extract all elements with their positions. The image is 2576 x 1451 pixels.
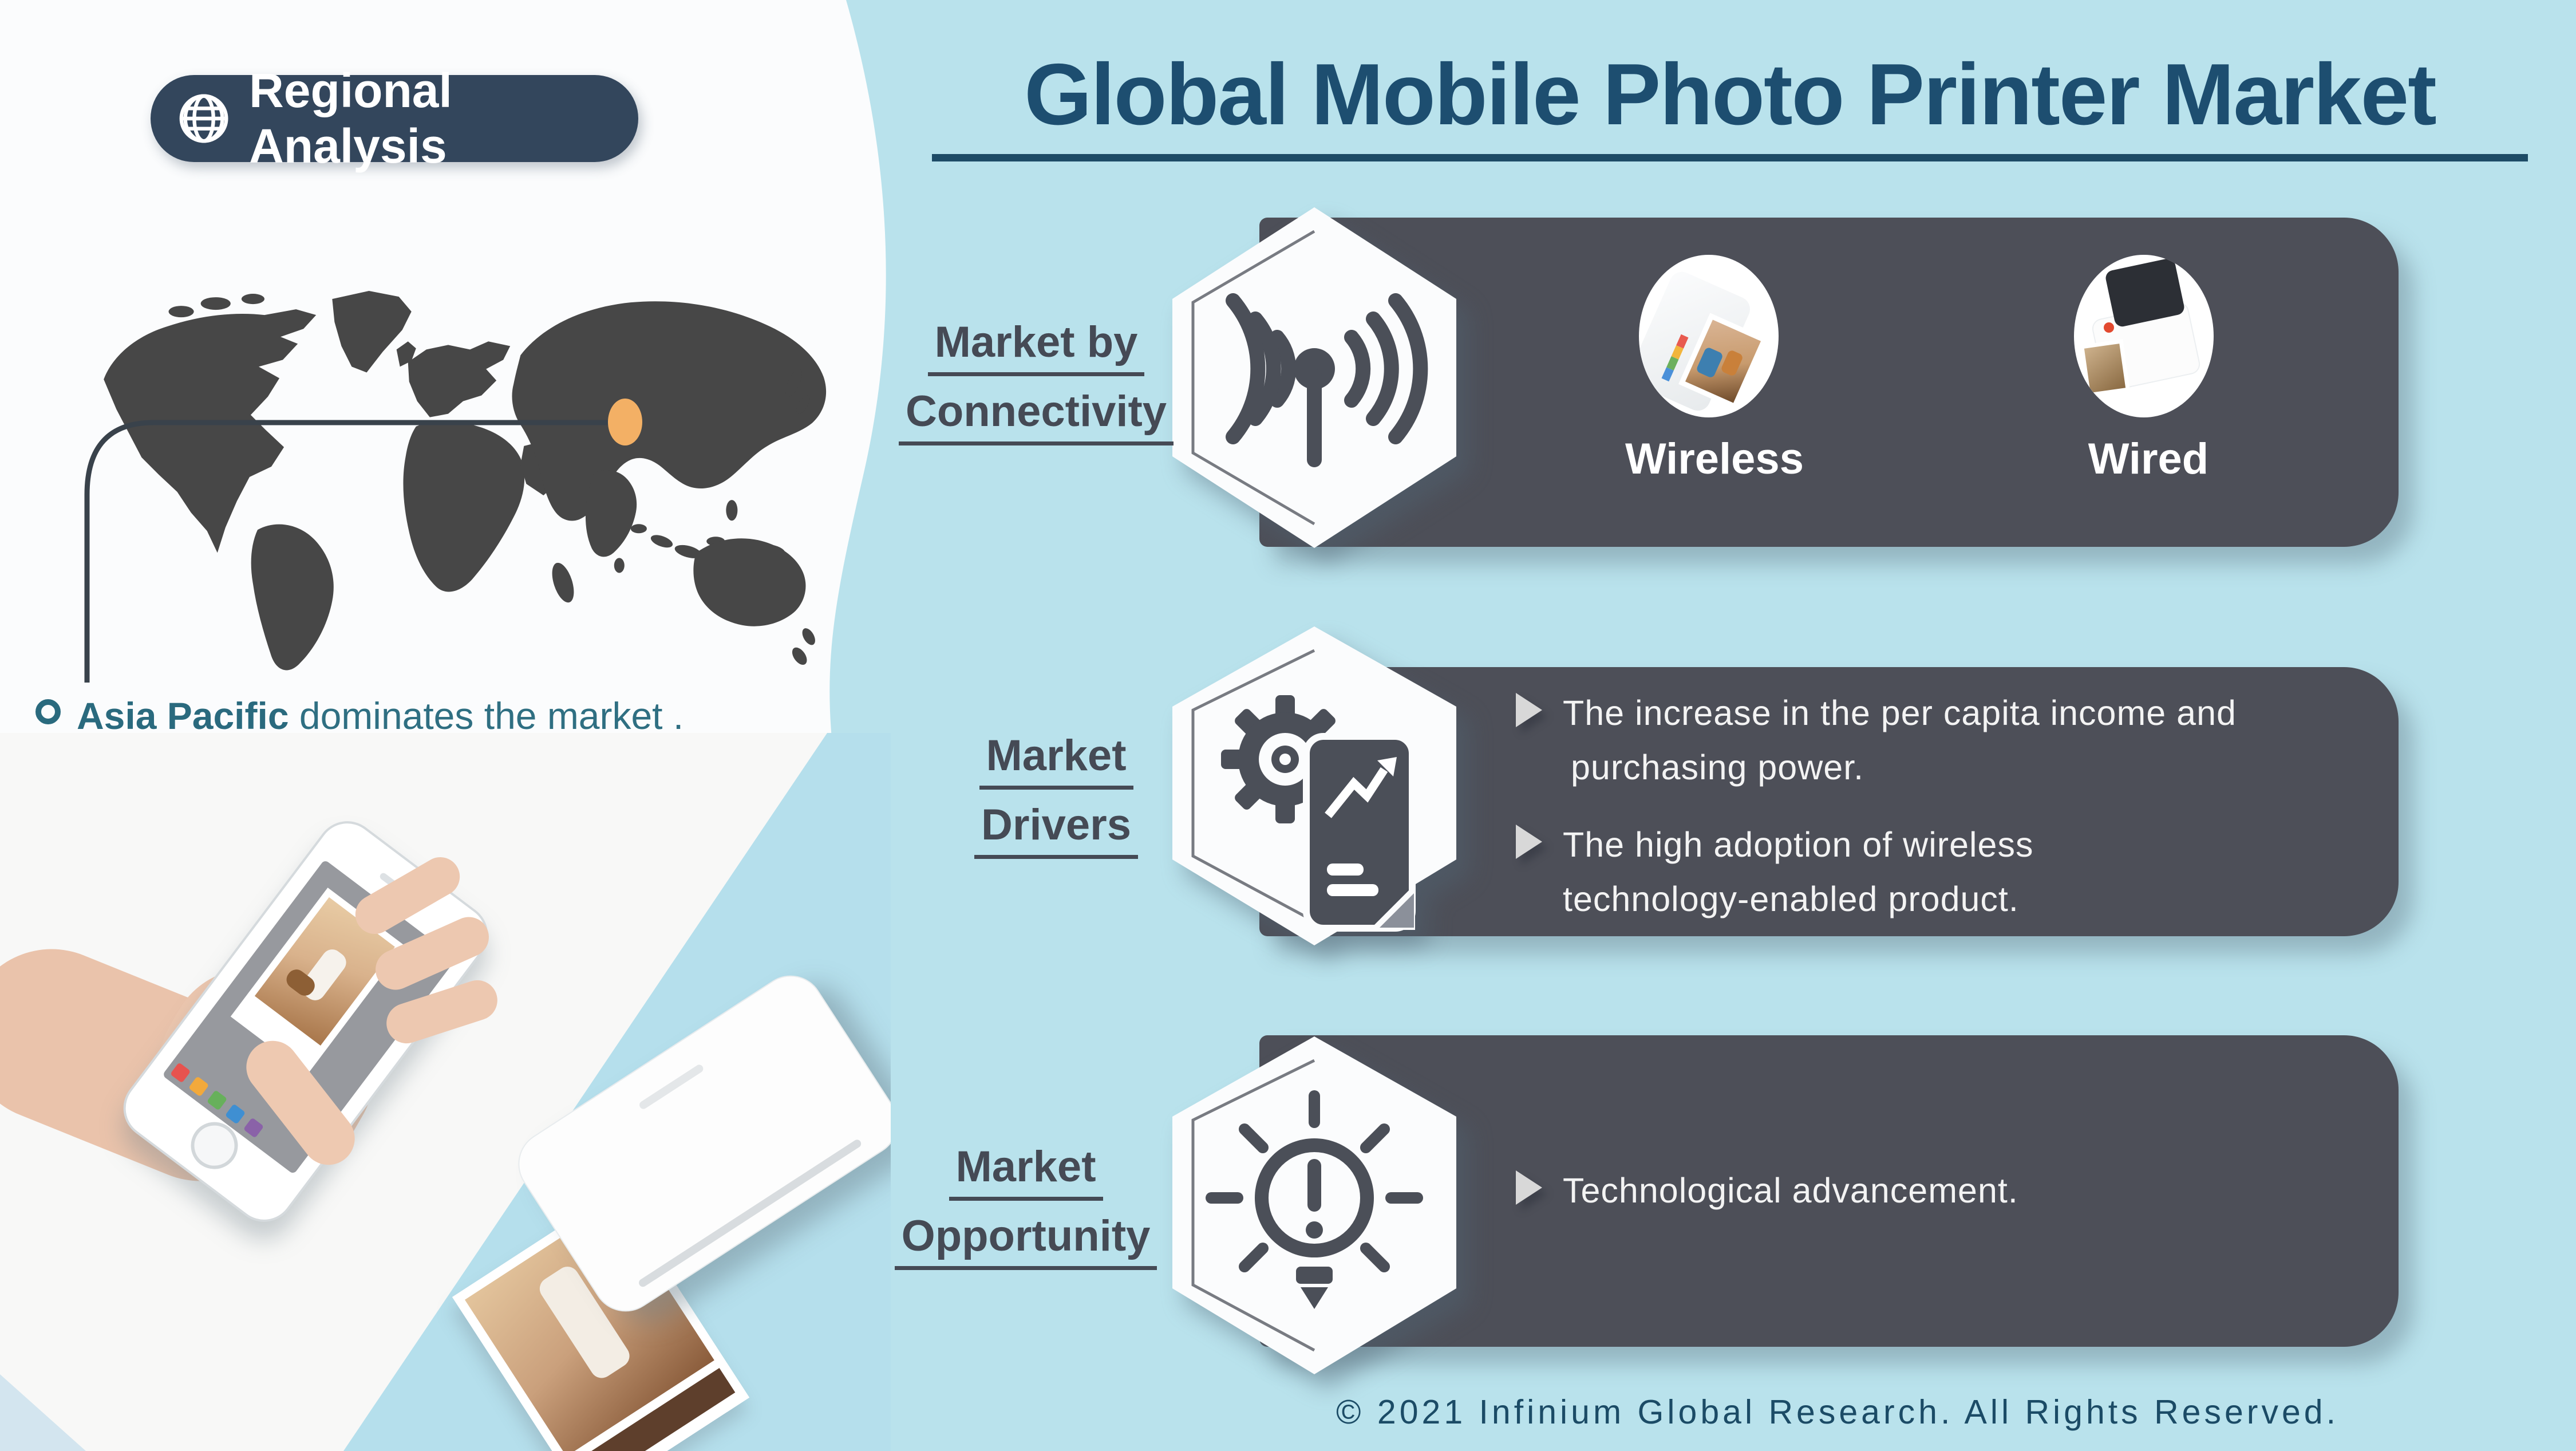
page-title: Global Mobile Photo Printer Market xyxy=(932,45,2528,161)
connectivity-hexagon xyxy=(1172,207,1456,548)
circle-bullet-icon xyxy=(35,699,61,724)
region-india xyxy=(585,470,637,557)
opportunity-label-line2: Opportunity xyxy=(894,1215,1157,1270)
triangle-bullet-icon xyxy=(1516,825,1542,859)
driver-1-line-1: The increase in the per capita income an… xyxy=(1563,693,2237,732)
driver-2-line-2: technology-enabled product. xyxy=(1563,880,2019,918)
triangle-bullet-icon xyxy=(1516,693,1542,727)
connectivity-label: Market by Connectivity xyxy=(859,321,1214,459)
continents xyxy=(104,291,827,671)
opportunity-hexagon xyxy=(1172,1036,1456,1374)
drivers-label-line2: Drivers xyxy=(974,803,1138,859)
driver-2-line-1: The high adoption of wireless xyxy=(1563,825,2034,864)
wireless-image-circle xyxy=(1639,255,1779,417)
opportunity-1-line-1: Technological advancement. xyxy=(1563,1171,2018,1210)
map-note-highlight: Asia Pacific xyxy=(77,695,289,737)
opportunity-label-line1: Market xyxy=(949,1145,1103,1201)
driver-1-line-2: purchasing power. xyxy=(1571,748,1864,787)
continent-australia xyxy=(693,538,806,626)
opportunity-label: Market Opportunity xyxy=(848,1145,1203,1284)
badge-label: Regional Analysis xyxy=(249,64,452,173)
drivers-hexagon xyxy=(1172,626,1456,945)
island-japan xyxy=(785,369,802,397)
island-uk xyxy=(396,341,416,367)
lightbulb-icon xyxy=(1206,1090,1423,1309)
regional-analysis-badge: Regional Analysis xyxy=(151,64,638,173)
globe-icon xyxy=(179,94,228,143)
driver-bullet-2: The high adoption of wireless technology… xyxy=(1516,818,2033,926)
continent-north-america xyxy=(104,309,317,553)
drivers-label-line1: Market xyxy=(979,734,1133,790)
wired-image-circle xyxy=(2074,255,2214,417)
island-madagascar xyxy=(552,562,574,603)
drivers-label: Market Drivers xyxy=(879,734,1234,873)
continent-africa xyxy=(403,420,525,592)
driver-bullet-1: The increase in the per capita income an… xyxy=(1516,686,2237,795)
continent-south-america xyxy=(251,524,334,671)
gear-document-icon xyxy=(1221,695,1416,932)
map-note: Asia Pacific dominates the market . xyxy=(35,694,866,738)
connectivity-label-line2: Connectivity xyxy=(898,390,1174,445)
continent-greenland xyxy=(332,291,412,373)
world-map xyxy=(104,291,827,671)
wired-label: Wired xyxy=(2088,435,2209,483)
product-photo xyxy=(0,733,891,1451)
triangle-bullet-icon xyxy=(1516,1170,1542,1205)
continent-europe xyxy=(408,341,511,417)
wireless-label: Wireless xyxy=(1625,435,1804,483)
island-new-zealand xyxy=(802,628,815,645)
antenna-icon xyxy=(1226,293,1428,444)
copyright-footer: © 2021 Infinium Global Research. All Rig… xyxy=(1336,1393,2339,1431)
connectivity-label-line1: Market by xyxy=(927,321,1145,376)
opportunity-bullet-1: Technological advancement. xyxy=(1516,1164,2018,1218)
map-note-rest: dominates the market . xyxy=(289,695,684,737)
continent-asia xyxy=(512,301,827,521)
